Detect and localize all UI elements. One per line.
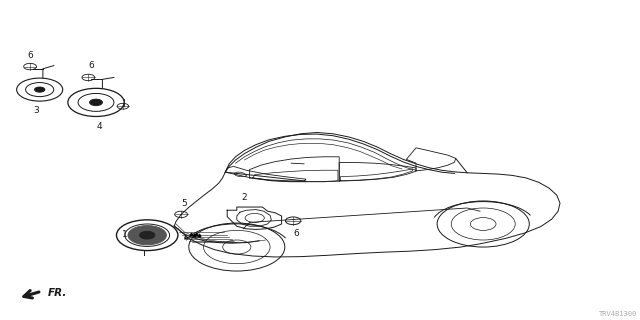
Text: 2: 2 (242, 193, 247, 202)
Circle shape (140, 231, 155, 239)
Text: FR.: FR. (48, 288, 67, 298)
Text: 6: 6 (89, 61, 94, 70)
Text: 3: 3 (34, 106, 39, 115)
Text: 4: 4 (97, 122, 102, 131)
Circle shape (35, 87, 45, 92)
Text: 6: 6 (28, 51, 33, 60)
Text: 1: 1 (122, 230, 128, 239)
Circle shape (90, 99, 102, 106)
Text: 5: 5 (182, 199, 187, 208)
Circle shape (128, 226, 166, 245)
Text: 6: 6 (294, 229, 299, 238)
Text: TRV4B1300: TRV4B1300 (598, 311, 637, 317)
